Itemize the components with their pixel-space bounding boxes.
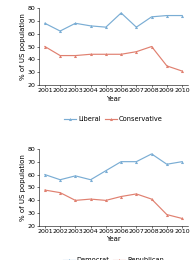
Y-axis label: % of US population: % of US population [20, 13, 26, 80]
Legend: Liberal, Conservative: Liberal, Conservative [64, 116, 163, 122]
X-axis label: Year: Year [106, 237, 121, 243]
X-axis label: Year: Year [106, 95, 121, 101]
Y-axis label: % of US population: % of US population [20, 154, 26, 221]
Legend: Democrat, Republican: Democrat, Republican [63, 257, 164, 260]
